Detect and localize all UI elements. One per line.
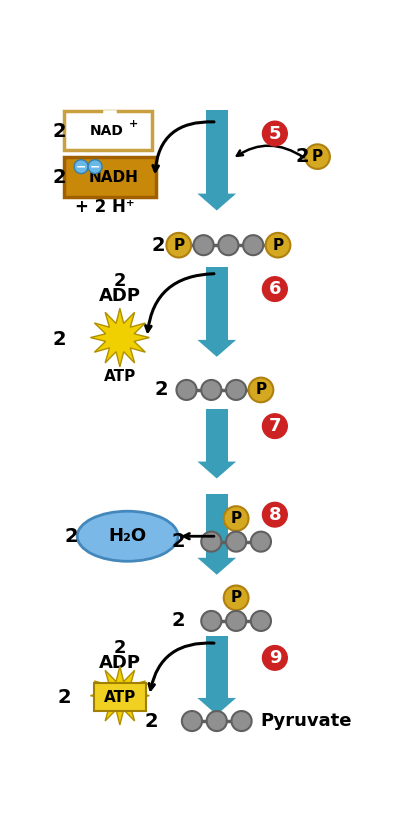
Text: 8: 8 [269, 506, 281, 524]
Bar [206, 636, 228, 698]
Polygon shape [90, 308, 149, 367]
Text: 5: 5 [269, 124, 281, 143]
Polygon shape [197, 698, 236, 715]
Text: 2: 2 [57, 688, 71, 708]
Text: 2: 2 [113, 639, 126, 657]
Polygon shape [197, 194, 236, 210]
Text: 2: 2 [172, 611, 186, 630]
Circle shape [263, 503, 287, 527]
Text: 2: 2 [64, 527, 78, 545]
FancyBboxPatch shape [93, 683, 146, 711]
Text: 2: 2 [295, 147, 309, 166]
Text: 2: 2 [53, 168, 66, 187]
Polygon shape [197, 558, 236, 575]
Circle shape [263, 414, 287, 438]
Text: ADP: ADP [99, 653, 141, 672]
Text: ATP: ATP [104, 368, 136, 384]
Polygon shape [197, 339, 236, 357]
Text: ADP: ADP [99, 287, 141, 305]
Text: 7: 7 [269, 417, 281, 435]
Text: P: P [272, 237, 284, 253]
Circle shape [201, 531, 221, 551]
Circle shape [263, 121, 287, 146]
Circle shape [251, 531, 271, 551]
Circle shape [265, 233, 290, 258]
Text: H₂O: H₂O [109, 527, 147, 545]
Text: + 2 H⁺: + 2 H⁺ [75, 198, 134, 216]
Polygon shape [90, 667, 149, 725]
Circle shape [263, 645, 287, 670]
Text: 2: 2 [113, 273, 126, 290]
Circle shape [226, 611, 246, 631]
Text: P: P [231, 511, 242, 526]
Circle shape [182, 711, 202, 731]
Circle shape [231, 711, 251, 731]
Circle shape [88, 160, 102, 174]
Text: −: − [90, 160, 100, 173]
Circle shape [176, 380, 196, 400]
Circle shape [74, 160, 88, 174]
Text: 9: 9 [269, 649, 281, 667]
Text: 6: 6 [269, 280, 281, 298]
Circle shape [226, 531, 246, 551]
Circle shape [263, 277, 287, 302]
Circle shape [224, 586, 249, 610]
FancyBboxPatch shape [64, 111, 152, 151]
Text: ATP: ATP [104, 690, 136, 705]
Text: 2: 2 [145, 712, 158, 731]
Text: P: P [173, 237, 184, 253]
Circle shape [249, 377, 273, 402]
Bar [206, 410, 228, 461]
Text: NADH: NADH [89, 170, 139, 185]
Circle shape [251, 611, 271, 631]
Circle shape [218, 235, 239, 255]
Bar [206, 110, 228, 194]
Text: 2: 2 [53, 122, 66, 141]
Circle shape [194, 235, 214, 255]
Text: −: − [76, 160, 86, 173]
Ellipse shape [77, 511, 178, 561]
Circle shape [243, 235, 263, 255]
Text: P: P [312, 149, 323, 164]
Circle shape [166, 233, 191, 258]
Text: Pyruvate: Pyruvate [260, 712, 352, 730]
Circle shape [226, 380, 246, 400]
Circle shape [201, 611, 221, 631]
Bar [206, 267, 228, 339]
Text: NAD: NAD [90, 124, 124, 138]
Circle shape [224, 506, 249, 531]
Polygon shape [197, 461, 236, 479]
Text: +: + [128, 119, 138, 129]
Text: P: P [255, 382, 267, 397]
Circle shape [305, 144, 330, 169]
Circle shape [201, 380, 221, 400]
Text: P: P [231, 590, 242, 606]
Text: 2: 2 [53, 330, 66, 349]
Text: 2: 2 [155, 381, 168, 400]
Circle shape [207, 711, 227, 731]
Bar [206, 494, 228, 558]
Text: 2: 2 [172, 532, 186, 551]
FancyBboxPatch shape [64, 157, 156, 197]
Text: 2: 2 [152, 236, 166, 255]
